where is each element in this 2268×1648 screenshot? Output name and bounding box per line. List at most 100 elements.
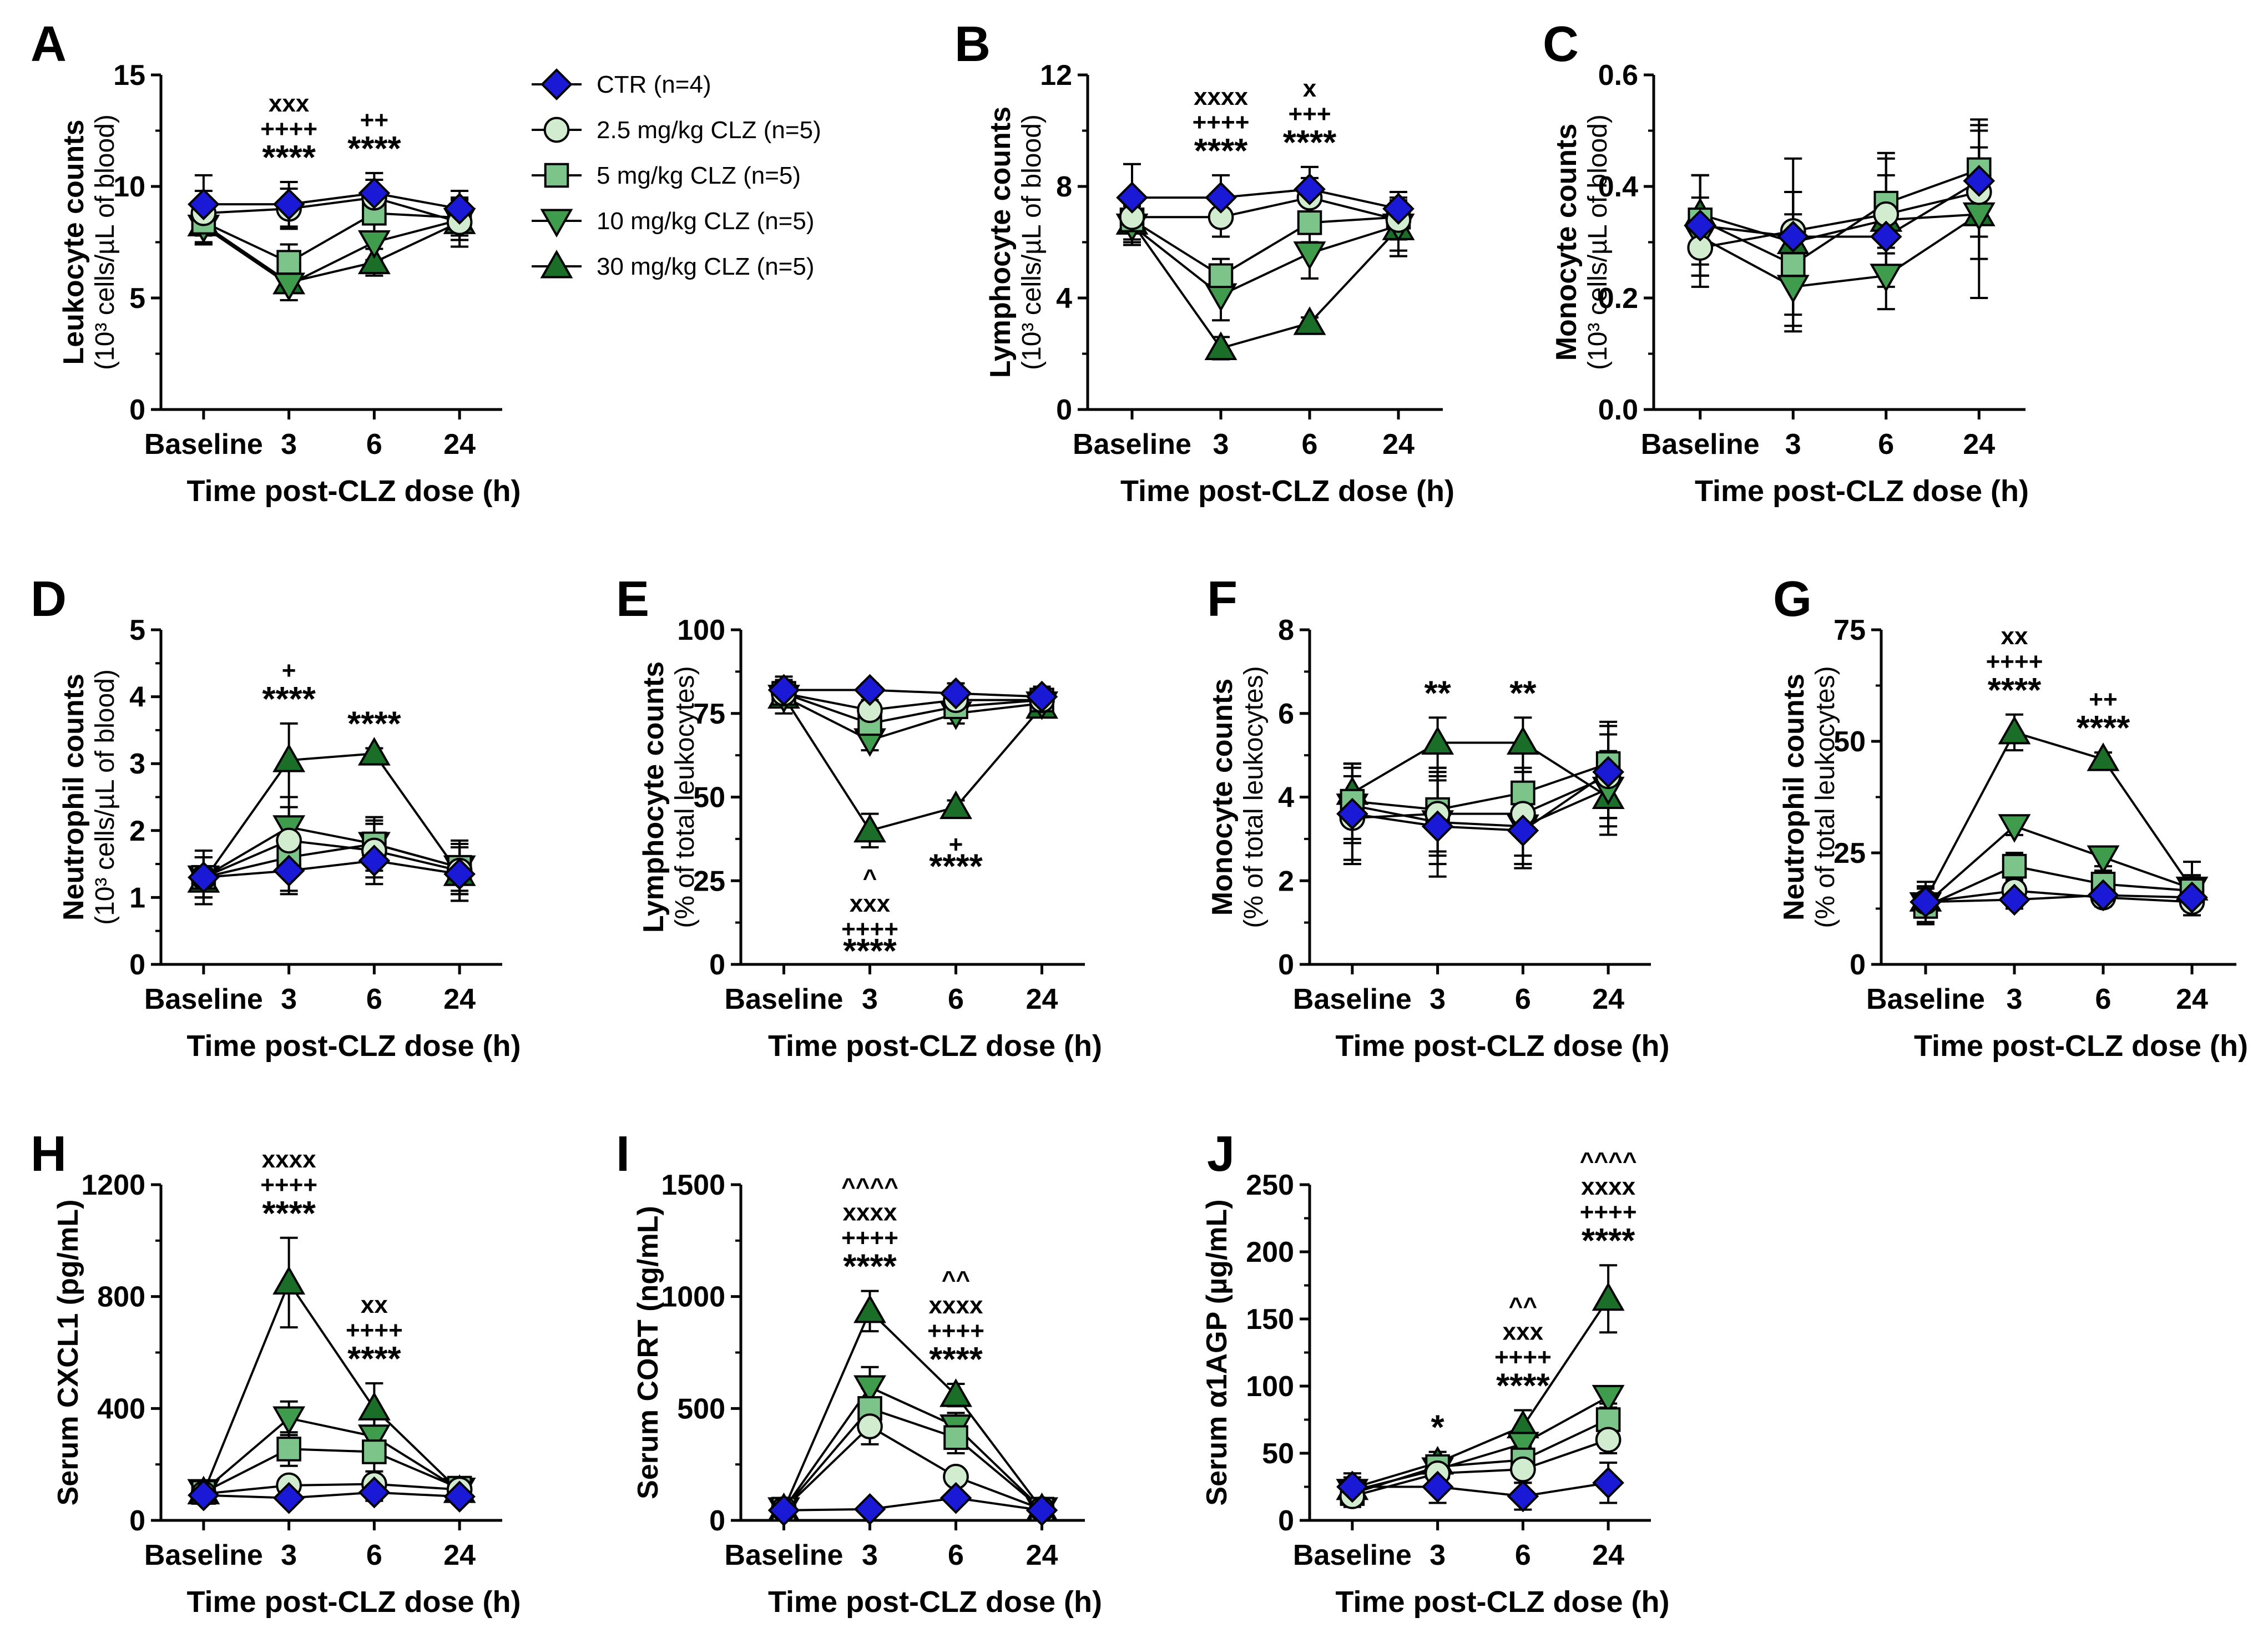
y-tick-label: 0 [129, 1505, 145, 1537]
significance-label: **** [929, 1341, 983, 1379]
series-line [782, 1407, 1043, 1510]
significance-label: ++++ [1494, 1344, 1552, 1371]
x-tick-label: 6 [948, 983, 964, 1015]
panel-letter: F [1207, 572, 1237, 627]
y-tick-label: 1 [129, 882, 145, 914]
y-tick-label: 0 [129, 949, 145, 981]
data-point-10 [357, 230, 391, 259]
series-line [203, 1448, 460, 1494]
legend-label: 10 mg/kg CLZ (n=5) [597, 208, 815, 235]
series-line [203, 192, 460, 210]
data-point-CTR [443, 858, 476, 891]
significance-label: **** [2077, 709, 2130, 747]
x-tick-label: 24 [1592, 1539, 1624, 1571]
x-tick-label: 6 [1515, 983, 1531, 1015]
y-tick-label: 4 [129, 681, 145, 714]
series-line [203, 1483, 460, 1495]
series-line [203, 196, 460, 224]
series-line [783, 692, 1042, 725]
y-axis-title: Monocyte counts [1550, 124, 1583, 361]
data-point-2.5 [1510, 1456, 1536, 1483]
legend-marker-30 [540, 249, 573, 279]
series-line [783, 695, 1042, 742]
significance-label: **** [262, 680, 316, 719]
y-tick-label: 0 [1056, 394, 1072, 426]
series-line [784, 692, 1042, 711]
data-point-CTR [1336, 797, 1368, 830]
panel-letter: J [1207, 1126, 1235, 1182]
x-axis-title: Time post-CLZ dose (h) [1914, 1029, 2248, 1063]
significance-label: ++++ [346, 1317, 403, 1344]
x-tick-label: 24 [443, 428, 476, 461]
data-point-10 [853, 1375, 886, 1404]
legend-marker-5 [544, 163, 569, 188]
significance-label: **** [1283, 124, 1337, 162]
data-point-30 [272, 744, 306, 772]
series-line [1352, 787, 1609, 828]
y-tick-label: 4 [1278, 782, 1294, 814]
legend-marker-CTR [541, 68, 573, 100]
y-tick-label: 25 [1833, 837, 1866, 870]
significance-label: ++++ [841, 916, 898, 943]
series-line [1131, 216, 1399, 277]
x-tick-label: Baseline [725, 1539, 843, 1571]
data-point-CTR [358, 845, 391, 877]
data-point-CTR [1205, 181, 1237, 214]
series-line [203, 1491, 460, 1499]
significance-label: xx [361, 1291, 388, 1318]
y-tick-label: 50 [1262, 1438, 1294, 1470]
series-line [1352, 771, 1609, 832]
y-tick-label: 200 [1246, 1236, 1294, 1268]
series-line [782, 1309, 1043, 1510]
y-tick-label: 0 [129, 394, 145, 426]
data-point-30 [2087, 742, 2120, 771]
series-10 [1917, 816, 2201, 923]
series-line [1925, 865, 2193, 908]
data-point-CTR [1382, 193, 1415, 225]
data-point-CTR [1910, 886, 1942, 918]
significance-label: **** [843, 932, 897, 970]
significance-label: ++++ [1193, 109, 1250, 136]
y-axis-title: Neutrophil counts [58, 674, 90, 921]
series-line [1700, 191, 1979, 249]
data-point-10 [1506, 1432, 1539, 1461]
series-line [1131, 222, 1400, 350]
data-point-CTR [443, 1480, 476, 1513]
y-tick-label: 8 [1056, 171, 1072, 203]
y-tick-label: 0 [1278, 1505, 1294, 1537]
significance-label: **** [1194, 132, 1248, 170]
y-tick-label: 3 [129, 748, 145, 780]
data-point-CTR [1592, 1467, 1624, 1499]
x-axis-title: Time post-CLZ dose (h) [768, 1029, 1102, 1063]
x-tick-label: Baseline [1866, 983, 1985, 1015]
y-tick-label: 150 [1246, 1303, 1294, 1336]
panel-H: H 0 400 800 1200 Baseline 3 6 24 Time post-CLZ do… [31, 1126, 521, 1619]
data-point-5 [1780, 252, 1806, 277]
y-tick-label: 50 [693, 782, 725, 814]
significance-label: ^^ [1509, 1293, 1537, 1320]
significance-label: ++++ [1986, 648, 2043, 675]
data-point-CTR [1026, 680, 1058, 713]
series-10 [1691, 168, 1988, 333]
y-tick-label: 100 [1246, 1371, 1294, 1403]
significance-label: ^^^^ [1580, 1147, 1637, 1175]
series-line [1351, 741, 1609, 798]
panel-letter: D [31, 572, 67, 627]
y-tick-label: 500 [677, 1393, 725, 1425]
data-point-CTR [188, 861, 220, 894]
y-tick-label: 0.6 [1598, 59, 1638, 92]
x-tick-label: 24 [443, 1539, 476, 1571]
panel-G: G 0 25 50 75 Baseline 3 6 24 Time post-CLZ dose (… [1773, 572, 2248, 1063]
y-tick-label: 15 [113, 59, 145, 92]
x-tick-label: 6 [948, 1539, 964, 1571]
x-tick-label: 6 [366, 983, 382, 1015]
series-2.5 [1123, 176, 1407, 241]
data-point-CTR [1998, 883, 2030, 916]
x-tick-label: 6 [1878, 428, 1894, 461]
x-tick-label: 6 [1515, 1539, 1531, 1571]
data-point-5 [943, 1425, 968, 1450]
x-tick-label: Baseline [144, 983, 263, 1015]
y-axis-title: Leukocyte counts [58, 119, 90, 365]
y-tick-label: 0 [1278, 949, 1294, 981]
y-tick-label: 100 [677, 614, 725, 646]
